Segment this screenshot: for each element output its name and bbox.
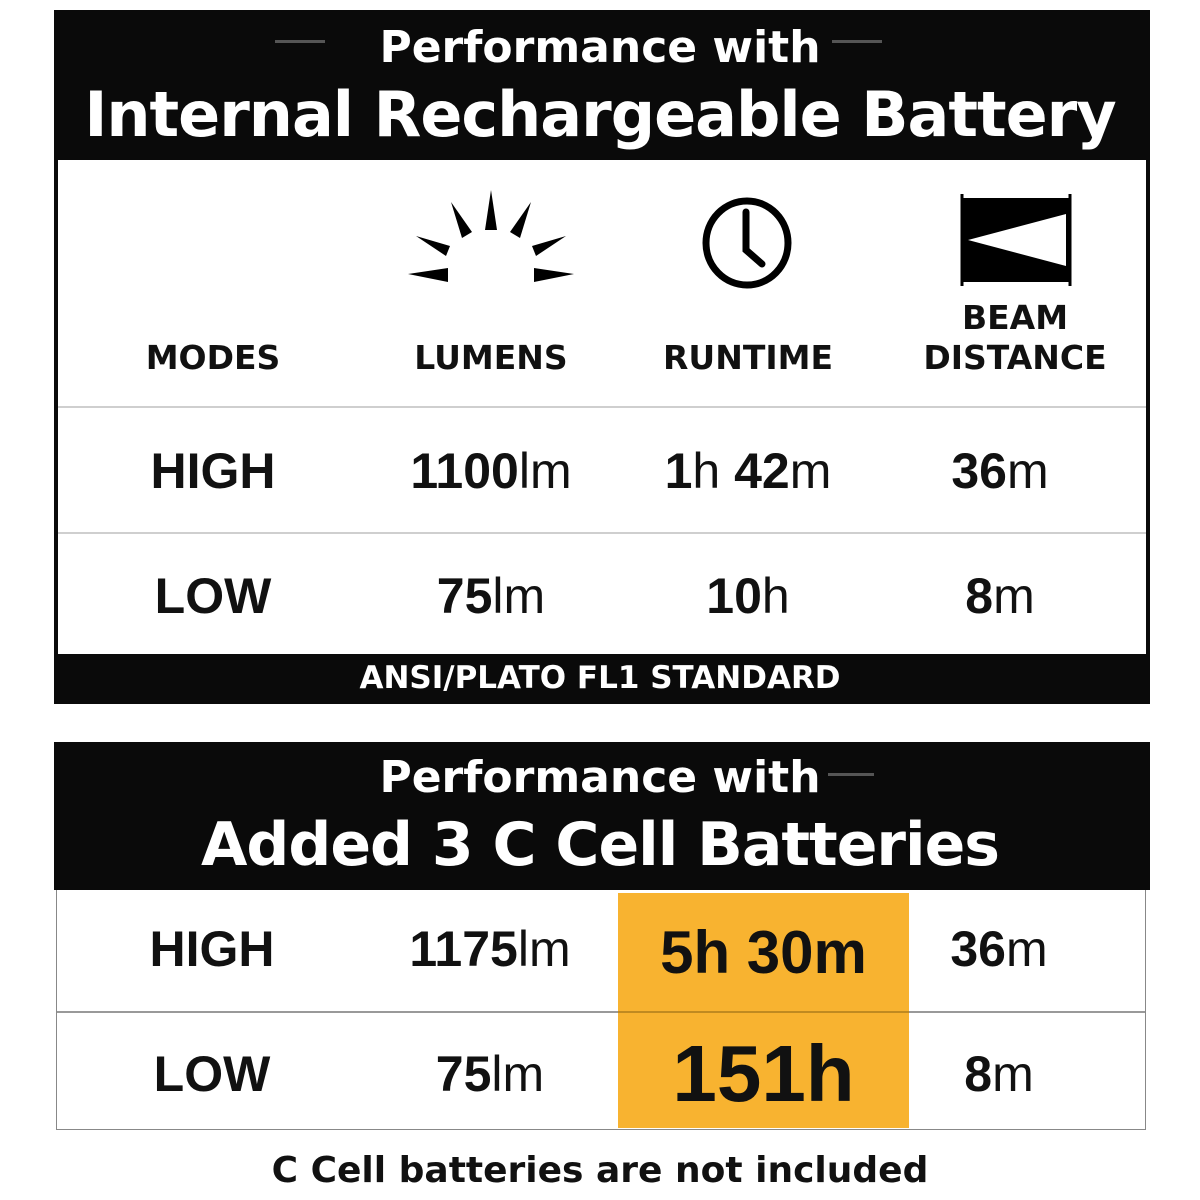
beam-low: 8m bbox=[884, 1045, 1114, 1103]
lumens-value: 1100 bbox=[410, 443, 519, 499]
header-beam-line2: DISTANCE bbox=[923, 338, 1107, 377]
hours-unit: h bbox=[761, 568, 790, 624]
runtime-hours: 10 bbox=[706, 568, 762, 624]
lumens-value: 75 bbox=[436, 568, 493, 624]
runtime-highlight bbox=[618, 893, 909, 1128]
title-dash-left bbox=[275, 40, 325, 43]
runtime-low: 10h bbox=[633, 567, 863, 625]
lumens-high: 1175lm bbox=[375, 920, 605, 978]
sun-rays-icon bbox=[408, 190, 574, 282]
runtime-high: 5h 30m bbox=[660, 919, 867, 986]
beam-high: 36m bbox=[884, 920, 1114, 978]
hours-unit: h bbox=[692, 443, 721, 499]
header-lumens: LUMENS bbox=[414, 338, 568, 377]
beam-value: 8 bbox=[965, 568, 994, 624]
mode-high: HIGH bbox=[149, 921, 275, 977]
standard-footer: ANSI/PLATO FL1 STANDARD bbox=[359, 660, 841, 696]
row-divider bbox=[57, 1011, 1145, 1013]
header-beam-line1: BEAM bbox=[961, 298, 1069, 337]
row-divider bbox=[618, 1011, 909, 1013]
section1-title-line2: Internal Rechargeable Battery bbox=[84, 78, 1116, 151]
minutes-unit: m bbox=[789, 443, 832, 499]
clock-icon bbox=[702, 197, 792, 289]
lumens-value: 75 bbox=[435, 1046, 492, 1102]
section1-title-line1: Performance with bbox=[379, 22, 821, 73]
title-dash-right bbox=[828, 773, 874, 776]
beam-distance-icon bbox=[960, 194, 1072, 286]
caption: C Cell batteries are not included bbox=[271, 1150, 929, 1191]
runtime-low: 151h bbox=[672, 1029, 855, 1118]
beam-unit: m bbox=[1006, 443, 1049, 499]
section1-table: MODES LUMENS RUNTIME BEAM DISTANCE HIGH … bbox=[58, 160, 1146, 654]
beam-value: 36 bbox=[951, 443, 1007, 499]
row-divider bbox=[58, 406, 1146, 408]
mode-low: LOW bbox=[153, 1046, 271, 1102]
runtime-high: 1h 42m bbox=[633, 442, 863, 500]
beam-value: 8 bbox=[964, 1046, 993, 1102]
beam-unit: m bbox=[993, 568, 1035, 624]
lumens-low: 75lm bbox=[375, 1045, 605, 1103]
lumens-unit: lm bbox=[518, 443, 572, 499]
beam-high: 36m bbox=[885, 442, 1115, 500]
title-dash-right bbox=[832, 40, 882, 43]
beam-unit: m bbox=[1005, 921, 1048, 977]
section2-table: HIGH 1175lm 5h 30m 36m LOW 75lm 151h 8m bbox=[56, 890, 1146, 1130]
lumens-unit: lm bbox=[492, 568, 546, 624]
mode-low: LOW bbox=[154, 568, 272, 624]
lumens-unit: lm bbox=[517, 921, 571, 977]
header-modes: MODES bbox=[145, 338, 281, 377]
section2-title-line1: Performance with bbox=[379, 752, 821, 803]
beam-unit: m bbox=[992, 1046, 1034, 1102]
lumens-value: 1175 bbox=[409, 921, 518, 977]
section2-title-line2: Added 3 C Cell Batteries bbox=[200, 810, 1000, 880]
runtime-minutes: 42 bbox=[734, 443, 790, 499]
mode-high: HIGH bbox=[150, 443, 276, 499]
beam-value: 36 bbox=[950, 921, 1006, 977]
lumens-high: 1100lm bbox=[376, 442, 606, 500]
row-divider bbox=[58, 532, 1146, 534]
section2-frame bbox=[54, 742, 1150, 890]
beam-low: 8m bbox=[885, 567, 1115, 625]
header-runtime: RUNTIME bbox=[663, 338, 833, 377]
runtime-hours: 1 bbox=[664, 443, 693, 499]
lumens-low: 75lm bbox=[376, 567, 606, 625]
lumens-unit: lm bbox=[491, 1046, 545, 1102]
